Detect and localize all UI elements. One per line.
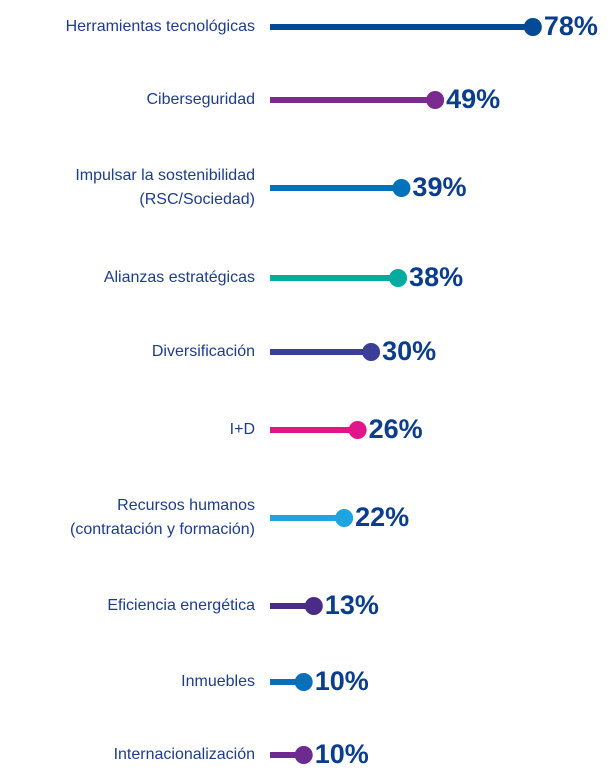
value-label: 26% xyxy=(369,414,423,444)
value-label: 13% xyxy=(325,590,379,620)
dot xyxy=(389,269,408,287)
value-label: 22% xyxy=(355,502,409,532)
value-label: 49% xyxy=(446,84,500,114)
value-label: 30% xyxy=(382,336,436,366)
category-label: Internacionalización xyxy=(114,746,255,763)
dot xyxy=(523,18,542,36)
category-label: Inmuebles xyxy=(181,673,255,690)
dot xyxy=(304,597,323,615)
category-label: Impulsar la sostenibilidad xyxy=(75,167,255,184)
category-label: I+D xyxy=(230,421,255,438)
value-label: 10% xyxy=(315,739,369,769)
dot xyxy=(335,509,354,527)
value-label: 78% xyxy=(544,11,598,41)
category-label: (contratación y formación) xyxy=(70,521,255,538)
value-label: 38% xyxy=(409,262,463,292)
category-label: Herramientas tecnológicas xyxy=(66,18,255,35)
value-label: 39% xyxy=(412,172,466,202)
category-label: Eficiencia energética xyxy=(107,597,255,614)
dot xyxy=(362,343,381,361)
category-label: Diversificación xyxy=(152,343,255,360)
dot xyxy=(294,746,313,764)
category-label: Ciberseguridad xyxy=(146,91,255,108)
category-label: (RSC/Sociedad) xyxy=(139,191,255,208)
dot xyxy=(294,673,313,691)
value-label: 10% xyxy=(315,666,369,696)
dot xyxy=(392,179,411,197)
category-label: Recursos humanos xyxy=(117,497,255,514)
category-label: Alianzas estratégicas xyxy=(104,269,255,286)
dot xyxy=(348,421,367,439)
dot xyxy=(426,91,445,109)
